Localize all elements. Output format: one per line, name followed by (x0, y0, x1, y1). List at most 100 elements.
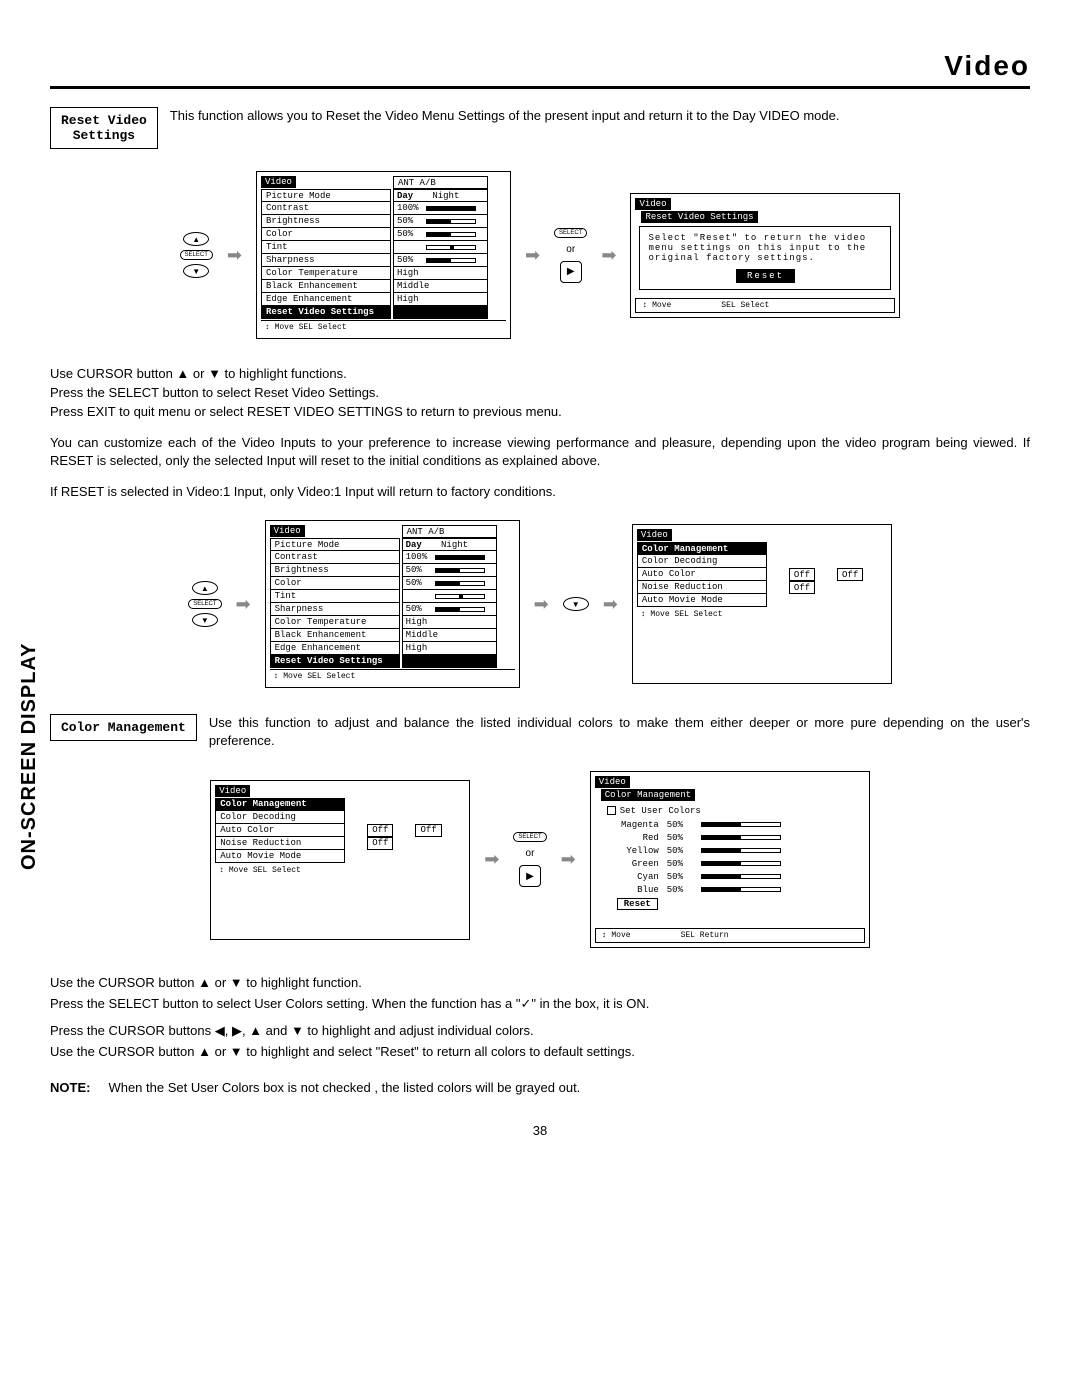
menu-item[interactable]: Sharpness (261, 254, 391, 267)
menu-item[interactable]: Color Temperature (261, 267, 391, 280)
color-row[interactable]: Green50% (609, 857, 865, 870)
menu-title: Video (595, 776, 630, 788)
arrow-icon: ➡ (484, 849, 499, 870)
menu-item[interactable]: Auto Movie Mode (637, 594, 767, 607)
menu-value: 50% (402, 603, 497, 616)
para-2: If RESET is selected in Video:1 Input, o… (50, 483, 1030, 502)
arrow-icon: ➡ (227, 245, 242, 266)
menu-item[interactable]: Contrast (261, 202, 391, 215)
dialog-title: Video (635, 198, 670, 210)
down-button[interactable]: ▼ (563, 597, 589, 611)
reset-section: Reset Video Settings This function allow… (50, 107, 1030, 149)
instructions-2: Use the CURSOR button ▲ or ▼ to highligh… (50, 974, 1030, 1061)
note-text: When the Set User Colors box is not chec… (108, 1080, 580, 1095)
color-row[interactable]: Blue50% (609, 883, 865, 896)
menu-item[interactable]: Tint (261, 241, 391, 254)
menu-item[interactable]: Brightness (270, 564, 400, 577)
color-mgmt-subtitle: Color Management (637, 542, 767, 555)
right-button[interactable]: ▶ (560, 261, 582, 283)
menu-item[interactable]: Auto Color (637, 568, 767, 581)
menu-item[interactable]: Edge Enhancement (261, 293, 391, 306)
down-button[interactable]: ▼ (192, 613, 218, 627)
menu-item[interactable]: Black Enhancement (270, 629, 400, 642)
menu-item[interactable]: Reset Video Settings (270, 655, 400, 668)
remote-buttons: ▲ SELECT ▼ (180, 232, 213, 278)
menu-value (402, 590, 497, 603)
menu-item[interactable]: Color Decoding (637, 555, 767, 568)
color-row[interactable]: Red50% (609, 831, 865, 844)
menu-value: Off (789, 568, 815, 581)
input-label: ANT A/B (393, 176, 488, 189)
menu-footer: ↕ Move SEL Select (637, 608, 887, 621)
menu-item[interactable]: Tint (270, 590, 400, 603)
select-button[interactable]: SELECT (513, 832, 546, 842)
menu-subtitle: Color Management (601, 789, 695, 801)
select-button[interactable]: SELECT (180, 250, 213, 260)
menu-value: 50% (393, 254, 488, 267)
video-menu: Video Picture ModeContrastBrightnessColo… (256, 171, 511, 339)
right-button[interactable]: ▶ (519, 865, 541, 887)
menu-item[interactable]: Brightness (261, 215, 391, 228)
color-row[interactable]: Cyan50% (609, 870, 865, 883)
menu-item[interactable]: Picture Mode (261, 189, 391, 202)
menu-item[interactable]: Auto Movie Mode (215, 850, 345, 863)
sidebar-label: ON-SCREEN DISPLAY (18, 643, 41, 870)
set-user-colors[interactable]: Set User Colors (607, 806, 865, 816)
menu-item[interactable]: Picture Mode (270, 538, 400, 551)
menu-item[interactable]: Color Temperature (270, 616, 400, 629)
menu-value: Off (789, 581, 815, 594)
menu-item[interactable]: Noise Reduction (215, 837, 345, 850)
menu-value: 100% (393, 202, 488, 215)
page-header: Video (50, 50, 1030, 89)
reset-button[interactable]: Reset (736, 269, 795, 283)
menu-footer: ↕ Move SEL Select (270, 669, 515, 683)
menu-footer: ↕ Move SEL Select (215, 864, 465, 877)
remote-buttons: ▲ SELECT ▼ (188, 581, 221, 627)
or-column: SELECT or ▶ (554, 228, 587, 283)
menu-item[interactable]: Color (270, 577, 400, 590)
up-button[interactable]: ▲ (192, 581, 218, 595)
menu-value: 100% (402, 551, 497, 564)
color-desc: Use this function to adjust and balance … (209, 714, 1030, 749)
color-row[interactable]: Magenta50% (609, 818, 865, 831)
menu-value (393, 241, 488, 254)
menu-value: Off (415, 824, 441, 837)
menu-item[interactable]: Black Enhancement (261, 280, 391, 293)
select-button[interactable]: SELECT (554, 228, 587, 238)
dialog-text: Select "Reset" to return the video (648, 233, 882, 243)
reset-desc: This function allows you to Reset the Vi… (170, 107, 840, 125)
menu-item[interactable]: Contrast (270, 551, 400, 564)
page-title: Video (50, 50, 1030, 82)
checkbox-icon[interactable] (607, 806, 616, 815)
down-button[interactable]: ▼ (183, 264, 209, 278)
menu-item[interactable]: Auto Color (215, 824, 345, 837)
color-row[interactable]: Yellow50% (609, 844, 865, 857)
color-mgmt-menu-2: Video Color Management Color DecodingAut… (210, 780, 470, 940)
menu-value (402, 655, 497, 668)
menu-value: High (393, 293, 488, 306)
page-number: 38 (50, 1123, 1030, 1138)
menu-item[interactable]: Color Decoding (215, 811, 345, 824)
menu-value: Middle (402, 629, 497, 642)
reset-colors-button[interactable]: Reset (617, 898, 658, 910)
menu-item[interactable]: Reset Video Settings (261, 306, 391, 319)
menu-value: Day Night (402, 538, 497, 551)
color-mgmt-menu: Video Color Management Color DecodingAut… (632, 524, 892, 684)
menu-item[interactable]: Edge Enhancement (270, 642, 400, 655)
dialog-text: menu settings on this input to the (648, 243, 882, 253)
menu-value: High (393, 267, 488, 280)
select-button[interactable]: SELECT (188, 599, 221, 609)
menu-value: 50% (393, 228, 488, 241)
menu-item[interactable]: Noise Reduction (637, 581, 767, 594)
reset-dialog: Video Reset Video Settings Select "Reset… (630, 193, 900, 318)
dialog-footer: ↕ Move SEL Select (635, 298, 895, 313)
color-section: Color Management Use this function to ad… (50, 714, 1030, 749)
menu-value (393, 306, 488, 319)
reset-label: Reset Video Settings (50, 107, 158, 149)
menu-value: High (402, 642, 497, 655)
up-button[interactable]: ▲ (183, 232, 209, 246)
or-label: or (526, 848, 535, 859)
menu-item[interactable]: Sharpness (270, 603, 400, 616)
menu-item[interactable]: Color (261, 228, 391, 241)
para-1: You can customize each of the Video Inpu… (50, 434, 1030, 472)
